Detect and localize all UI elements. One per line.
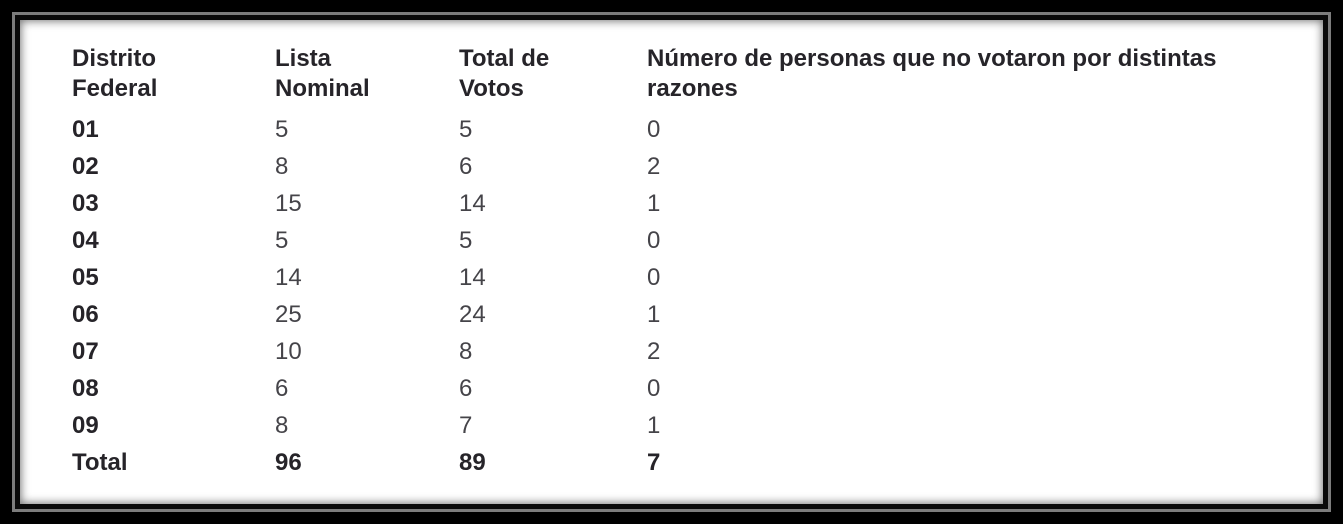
cell-lista-nominal: 25: [275, 301, 302, 328]
cell-total-votos: 89: [459, 449, 486, 476]
cell-district: 06: [72, 301, 99, 328]
table-row: 04 5 5 0: [72, 222, 1323, 259]
cell-total-votos: 14: [459, 190, 486, 217]
cell-no-votaron: 1: [647, 301, 661, 328]
cell-no-votaron: 0: [647, 375, 661, 402]
cell-total-votos: 5: [459, 227, 473, 254]
cell-no-votaron: 1: [647, 190, 661, 217]
cell-no-votaron: 0: [647, 264, 661, 291]
cell-lista-nominal: 8: [275, 412, 289, 439]
header-distrito-federal: Distrito Federal: [72, 45, 158, 102]
cell-total-votos: 14: [459, 264, 486, 291]
table-row: 08 6 6 0: [72, 370, 1323, 407]
cell-lista-nominal: 15: [275, 190, 302, 217]
table-row: 03 15 14 1: [72, 185, 1323, 222]
cell-total-no-votaron: 7: [647, 449, 661, 476]
table-row: 09 8 7 1: [72, 407, 1323, 444]
cell-total-label: Total: [72, 449, 128, 476]
cell-no-votaron: 2: [647, 153, 661, 180]
cell-total-lista-nominal: 96: [275, 449, 302, 476]
table-header-row: Distrito Federal Lista Nominal Total de …: [72, 44, 1323, 111]
district-votes-table: Distrito Federal Lista Nominal Total de …: [72, 44, 1323, 481]
table-row: 02 8 6 2: [72, 148, 1323, 185]
cell-lista-nominal: 10: [275, 338, 302, 365]
table-row: 07 10 8 2: [72, 333, 1323, 370]
cell-district: 07: [72, 338, 99, 365]
picture-frame-gray-band: Distrito Federal Lista Nominal Total de …: [12, 12, 1331, 512]
cell-total-votos: 8: [459, 338, 473, 365]
cell-lista-nominal: 8: [275, 153, 289, 180]
cell-district: 05: [72, 264, 99, 291]
cell-lista-nominal: 6: [275, 375, 289, 402]
cell-no-votaron: 1: [647, 412, 661, 439]
cell-district: 08: [72, 375, 99, 402]
document-content-area: Distrito Federal Lista Nominal Total de …: [15, 15, 1328, 509]
cell-total-votos: 6: [459, 375, 473, 402]
cell-lista-nominal: 5: [275, 227, 289, 254]
cell-total-votos: 6: [459, 153, 473, 180]
cell-total-votos: 7: [459, 412, 473, 439]
table-row: 01 5 5 0: [72, 111, 1323, 148]
cell-no-votaron: 0: [647, 227, 661, 254]
header-no-votaron: Número de personas que no votaron por di…: [647, 45, 1217, 102]
cell-district: 04: [72, 227, 99, 254]
cell-district: 09: [72, 412, 99, 439]
cell-total-votos: 24: [459, 301, 486, 328]
cell-lista-nominal: 14: [275, 264, 302, 291]
cell-district: 02: [72, 153, 99, 180]
cell-no-votaron: 2: [647, 338, 661, 365]
header-total-de-votos: Total de Votos: [459, 45, 550, 102]
cell-no-votaron: 0: [647, 116, 661, 143]
cell-total-votos: 5: [459, 116, 473, 143]
table-total-row: Total 96 89 7: [72, 444, 1323, 481]
cell-district: 03: [72, 190, 99, 217]
cell-district: 01: [72, 116, 99, 143]
cell-lista-nominal: 5: [275, 116, 289, 143]
table-row: 06 25 24 1: [72, 296, 1323, 333]
table-row: 05 14 14 0: [72, 259, 1323, 296]
header-lista-nominal: Lista Nominal: [275, 45, 370, 102]
